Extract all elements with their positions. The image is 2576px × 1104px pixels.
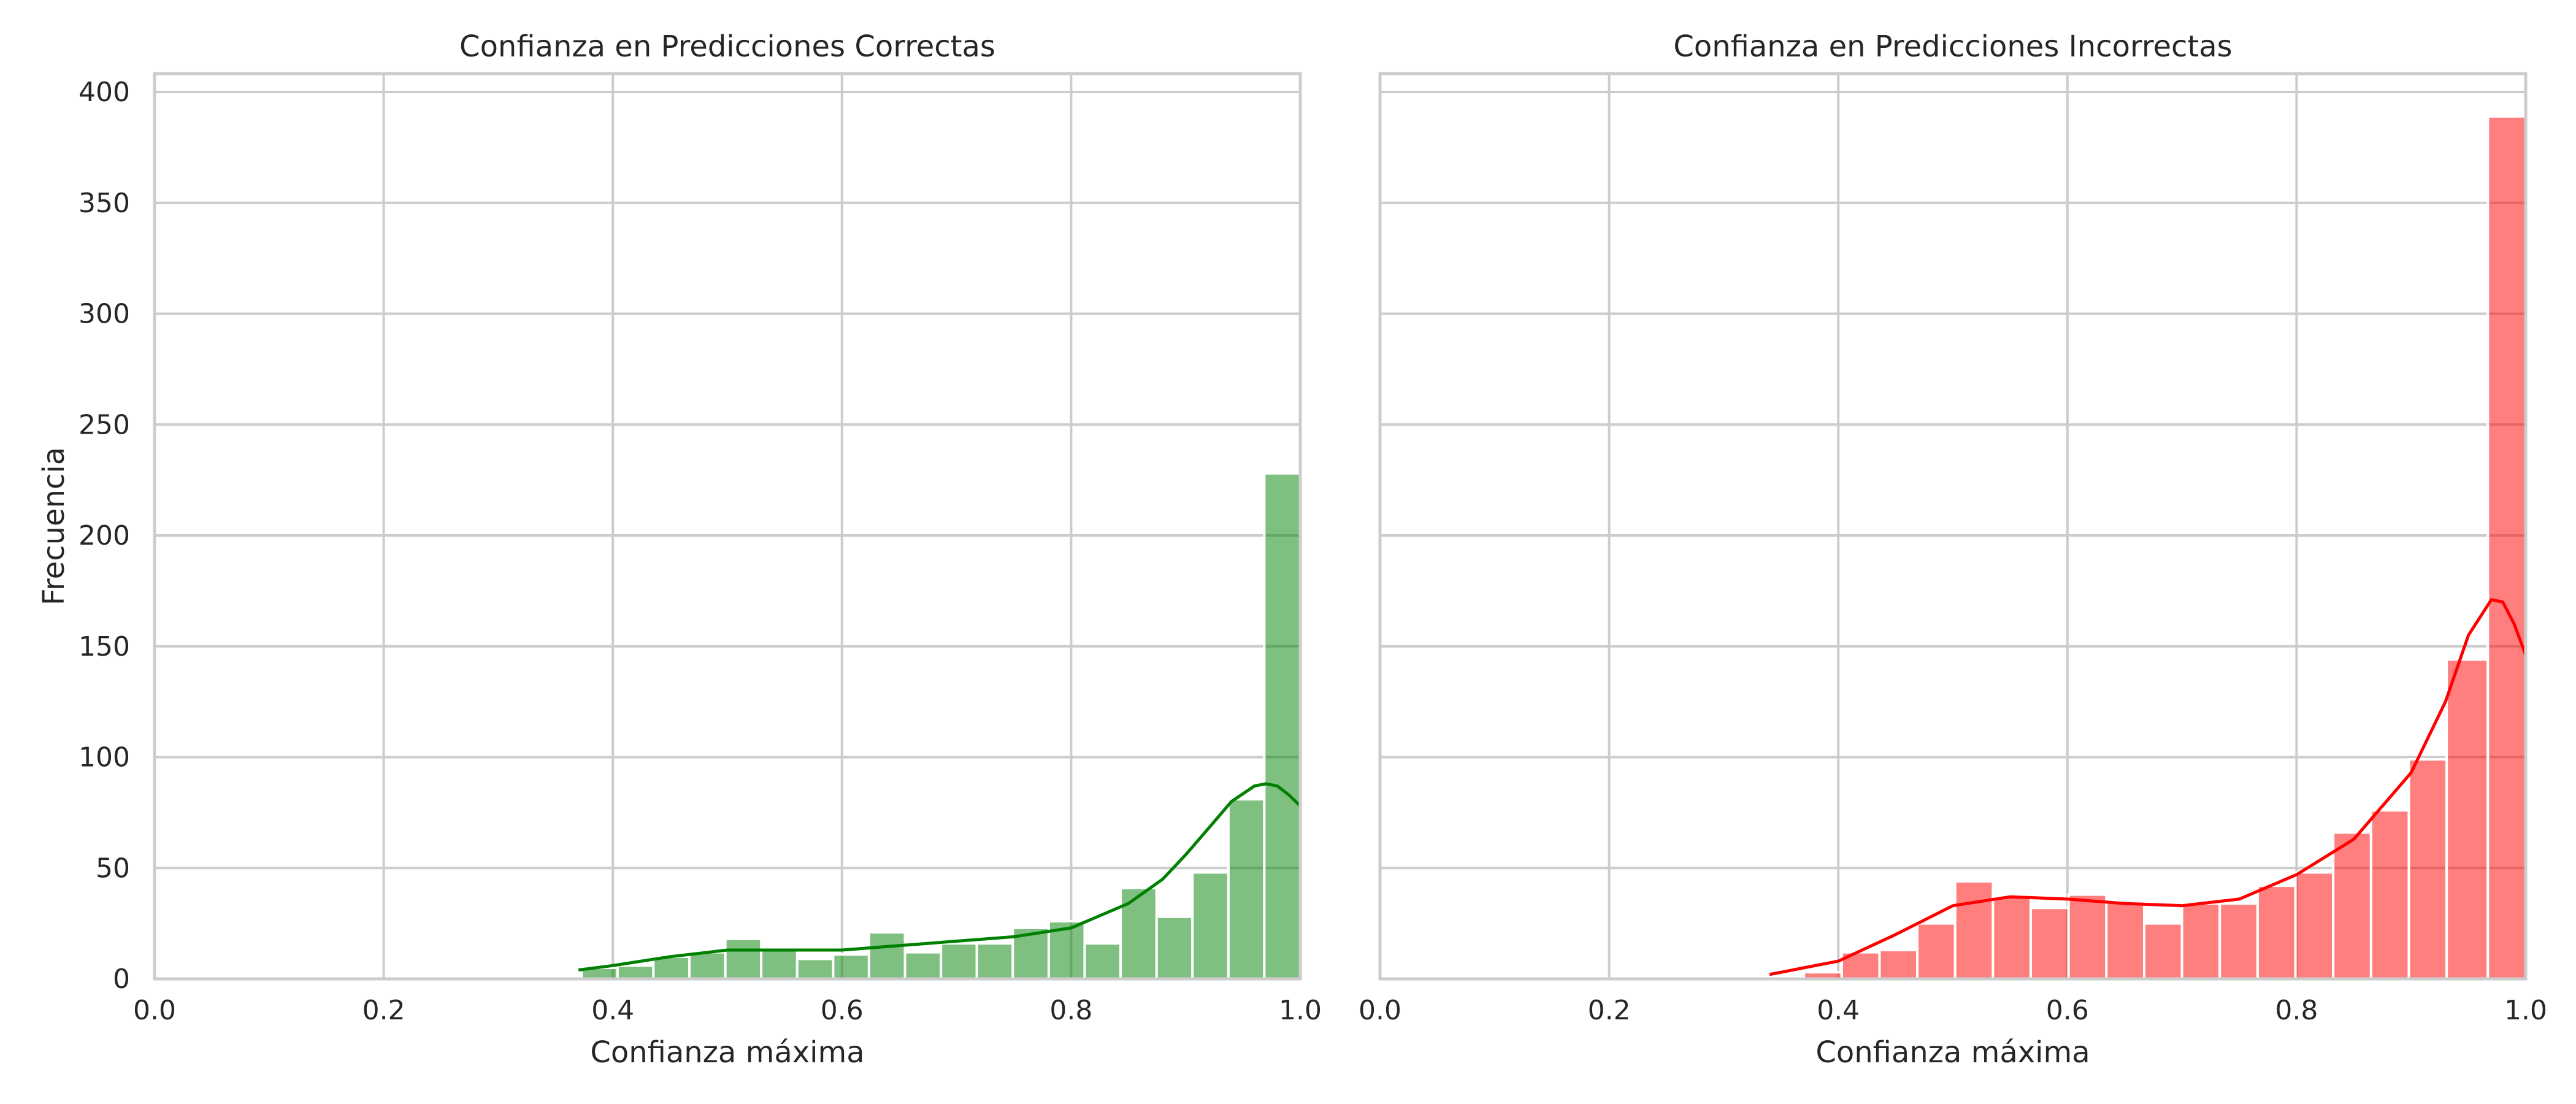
y-tick-label: 300	[79, 299, 130, 330]
chart-panel-incorrect: 0.0 0.2 0.4 0.6 0.8 1.0 Confianza en Prediccio…	[1359, 29, 2547, 1070]
histogram-bar	[616, 964, 655, 981]
x-tick-label: 0.0	[133, 995, 176, 1026]
x-tick-label: 0.6	[2046, 995, 2089, 1026]
chart-title: Confianza en Predicciones Correctas	[459, 29, 995, 64]
kde-line	[578, 782, 1301, 972]
x-tick-label: 1.0	[1279, 995, 1322, 1026]
histogram-bar	[2256, 884, 2297, 981]
histogram-bar	[1047, 920, 1086, 981]
x-tick-label: 0.0	[1359, 995, 1401, 1026]
x-axis-label: Confianza máxima	[590, 1035, 864, 1070]
histogram-bar	[2294, 871, 2335, 980]
histogram-bar	[795, 957, 835, 980]
y-tick-label: 0	[113, 964, 130, 995]
histogram-bar	[1991, 895, 2033, 980]
histogram-bar	[760, 949, 799, 981]
x-tick-label: 0.8	[2275, 995, 2318, 1026]
histogram-bar	[1878, 949, 1919, 981]
histogram-bar	[2445, 658, 2490, 980]
histogram-bar	[1263, 472, 1301, 980]
histogram-bar	[2105, 900, 2145, 980]
histogram-bar	[1227, 798, 1266, 981]
histogram-bar	[2332, 831, 2372, 981]
histogram-bar	[2369, 809, 2410, 980]
histogram-bar	[2142, 922, 2183, 980]
histogram-bar	[903, 951, 943, 980]
x-tick-label: 1.0	[2504, 995, 2547, 1026]
histogram-bar	[1119, 886, 1158, 981]
x-tick-label: 0.4	[1817, 995, 1860, 1026]
chart-panel-correct: 0.0 0.2 0.4 0.6 0.8 1.0 0 50 100 150 200 250 300 350 4…	[37, 29, 1322, 1070]
axes-frame	[153, 72, 1302, 981]
y-tick-label: 400	[79, 77, 130, 108]
histogram-bar	[867, 931, 907, 980]
histogram-bar	[652, 955, 691, 980]
x-tick-label: 0.2	[362, 995, 405, 1026]
x-tick-label: 0.6	[821, 995, 864, 1026]
x-tick-label: 0.2	[1588, 995, 1631, 1026]
histogram-bar	[832, 953, 870, 980]
y-tick-label: 50	[96, 853, 130, 884]
kde-line	[1769, 598, 2528, 976]
y-tick-label: 350	[79, 188, 130, 219]
histogram-bar	[1953, 880, 1995, 980]
histogram-bar	[975, 942, 1014, 981]
chart-title: Confianza en Predicciones Incorrectas	[1673, 29, 2232, 64]
histogram-bar	[1191, 871, 1230, 980]
histogram-bar	[2407, 758, 2448, 980]
y-tick-label: 250	[79, 409, 130, 440]
histogram-bar	[688, 951, 727, 980]
histogram-bar	[1916, 922, 1957, 980]
histogram-bar	[2218, 902, 2259, 980]
axes-frame	[1378, 72, 2528, 981]
histogram-bar	[2067, 893, 2108, 980]
x-tick-label: 0.4	[591, 995, 634, 1026]
y-tick-label: 200	[79, 520, 130, 551]
histogram-bar	[724, 937, 763, 981]
histogram-bar	[2180, 902, 2221, 980]
histogram-bar	[2030, 907, 2070, 980]
y-tick-label: 100	[79, 742, 130, 773]
histogram-bar	[2486, 115, 2527, 980]
histogram-bar	[1155, 915, 1194, 981]
x-tick-label: 0.8	[1049, 995, 1092, 1026]
histogram-bar	[940, 942, 978, 981]
y-tick-label: 150	[79, 631, 130, 662]
x-axis-label: Confianza máxima	[1815, 1035, 2090, 1070]
histogram-bar	[1083, 942, 1122, 981]
y-axis-label: Frecuencia	[37, 447, 71, 605]
